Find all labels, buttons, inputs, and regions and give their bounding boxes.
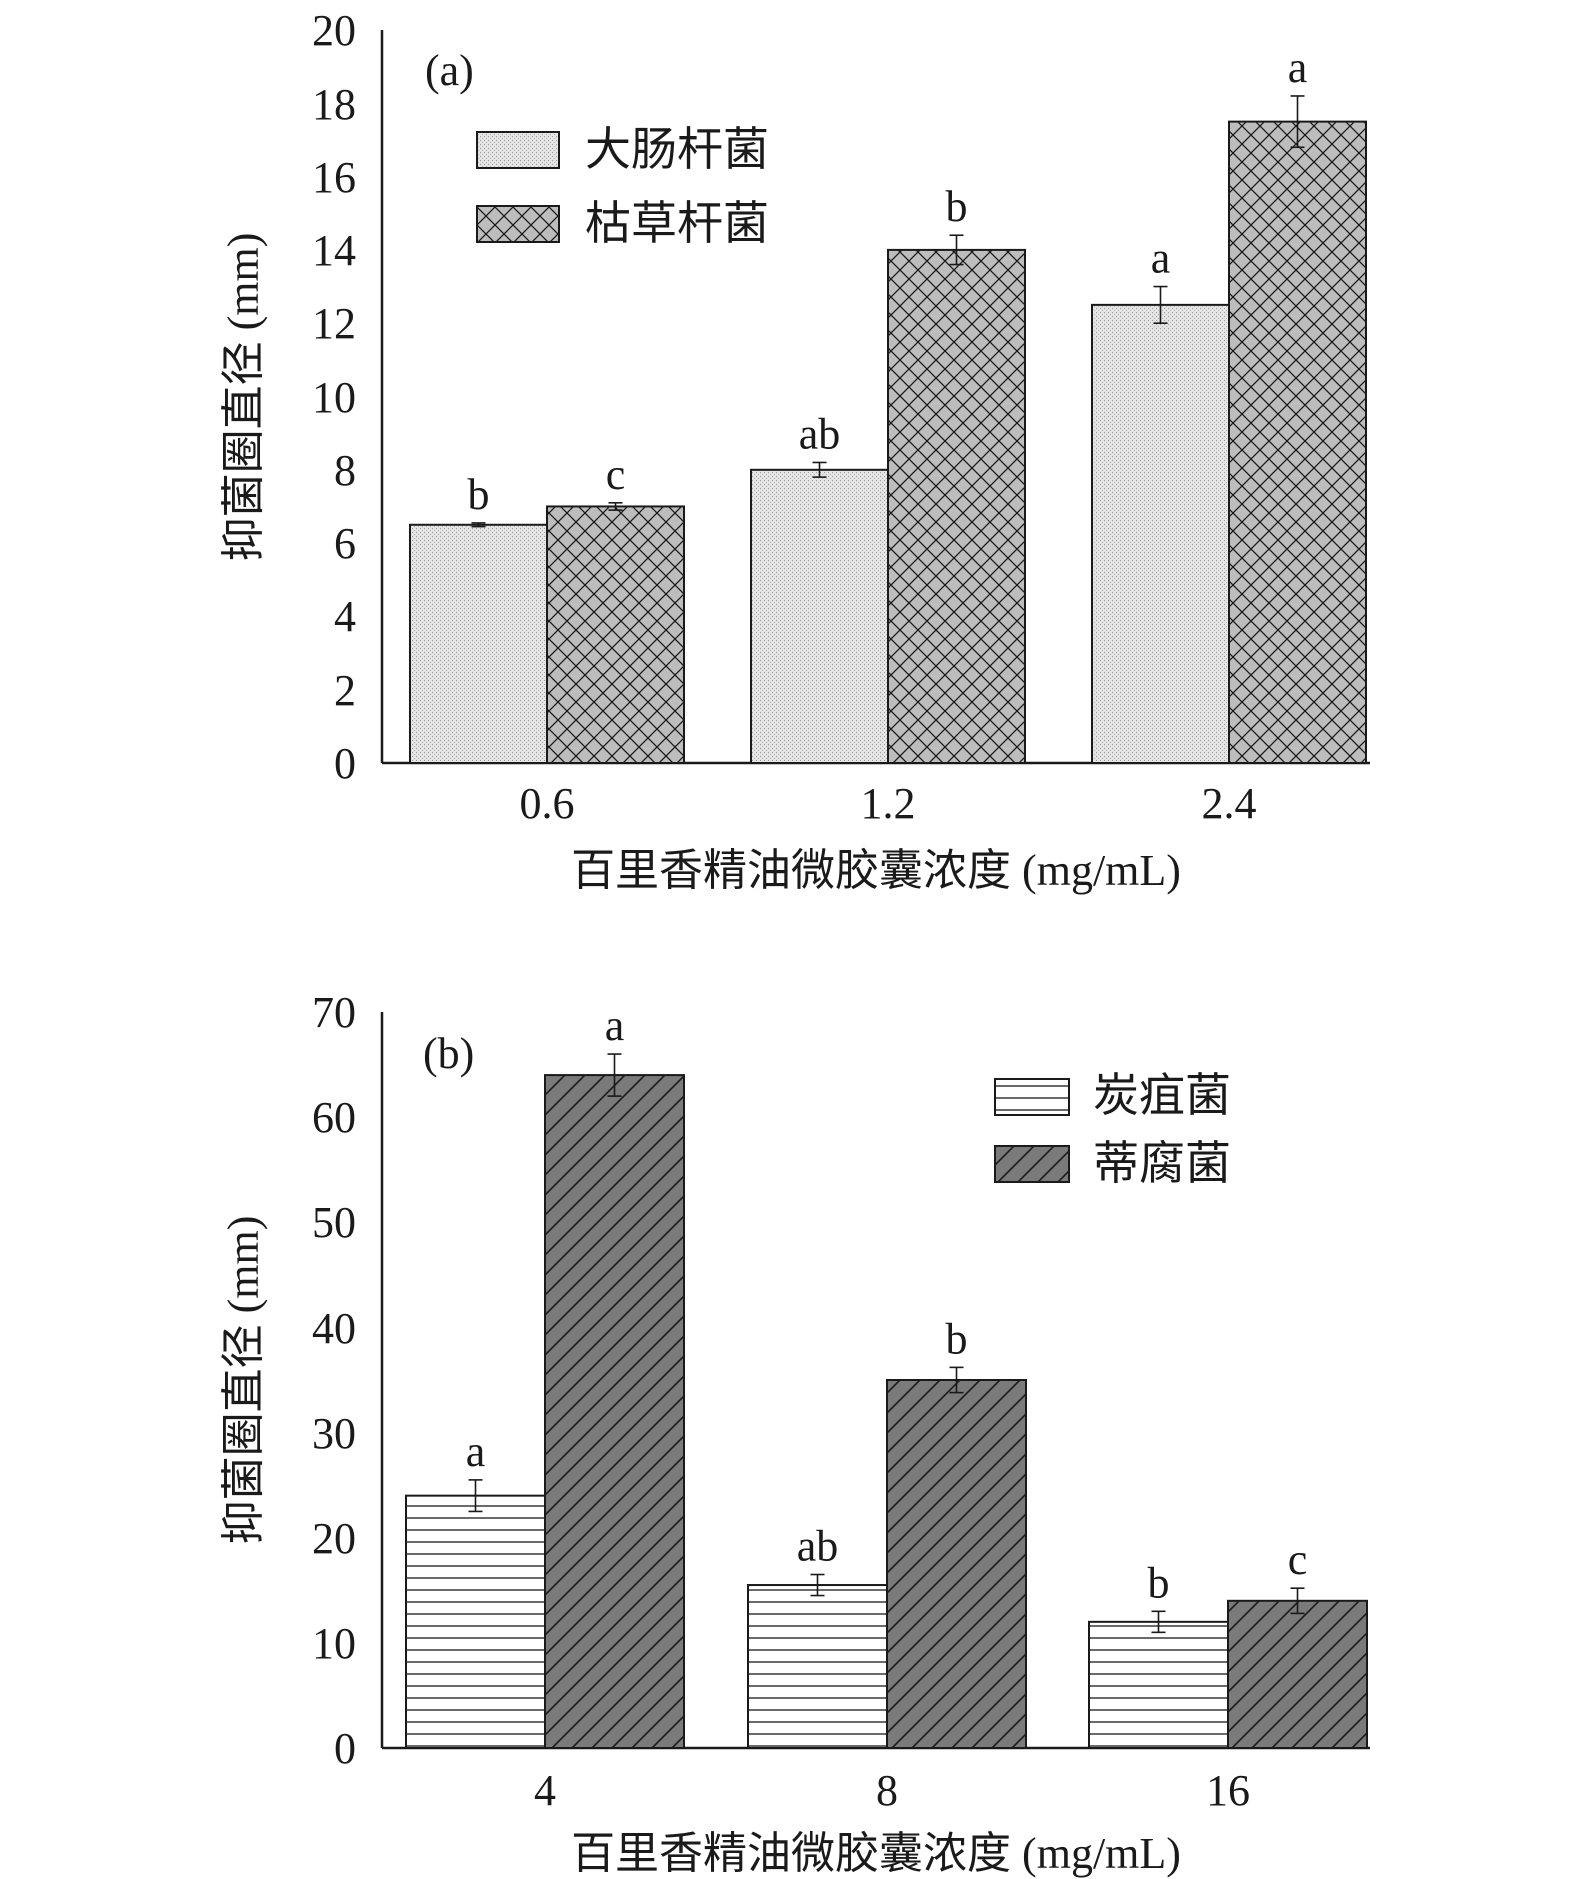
y-tick-label: 40 [312,1304,356,1353]
significance-label: a [1288,43,1308,92]
legend-label-series-2: 蒂腐菌 [1093,1138,1231,1189]
bar [750,468,889,764]
y-tick-label: 18 [312,80,356,129]
significance-label: b [468,470,490,519]
panel-label: (a) [425,46,474,95]
y-tick-label: 30 [312,1409,356,1458]
y-tick-label: 50 [312,1198,356,1247]
y-axis-title: 抑菌圈直径 (mm) [219,233,268,562]
y-tick-label: 0 [334,739,356,788]
legend-swatch-series-1 [994,1078,1070,1116]
bar [1227,1599,1368,1750]
legend-label-series-1: 炭疽菌 [1093,1070,1231,1121]
bar [409,523,548,765]
y-tick-label: 2 [334,666,356,715]
legend-label-series-2: 枯草杆菌 [585,198,769,249]
x-tick-label: 0.6 [520,779,575,828]
significance-label: ab [799,409,841,458]
significance-label: a [1151,234,1171,283]
y-tick-label: 60 [312,1093,356,1142]
x-axis-title: 百里香精油微胶囊浓度 (mg/mL) [571,1829,1181,1878]
y-tick-label: 20 [312,1514,356,1563]
significance-label: a [605,1001,625,1050]
y-tick-label: 10 [312,1619,356,1668]
y-tick-label: 0 [334,1724,356,1773]
chart-panel-b: (b) 抑菌圈直径 (mm) 百里香精油微胶囊浓度 (mg/mL) 0 10 2… [219,988,1370,1878]
y-tick-label: 20 [312,6,356,55]
legend-swatch-series-2 [994,1145,1070,1183]
y-tick-label: 14 [312,226,356,275]
x-tick-label: 2.4 [1202,779,1257,828]
legend-swatch-series-2 [476,205,560,243]
bar [887,248,1026,764]
y-tick-label: 12 [312,299,356,348]
significance-label: c [1288,1535,1308,1584]
bar [1091,303,1230,764]
significance-label: b [946,182,968,231]
significance-label: b [1148,1558,1170,1607]
significance-label: a [466,1427,486,1476]
bar [1088,1620,1229,1750]
y-tick-label: 10 [312,373,356,422]
bar [1228,120,1367,764]
x-axis-title: 百里香精油微胶囊浓度 (mg/mL) [571,846,1181,895]
bar [546,505,685,764]
legend: 炭疽菌 蒂腐菌 [994,1070,1231,1189]
bar [405,1494,546,1749]
y-axis-title: 抑菌圈直径 (mm) [219,1216,268,1545]
significance-label: c [606,450,626,499]
y-tick-label: 6 [334,519,356,568]
legend-label-series-1: 大肠杆菌 [585,124,769,175]
y-tick-labels: 0 10 20 30 40 50 60 70 [312,988,356,1773]
bar-group: b ab a c b a [409,43,1367,765]
legend-swatch-series-1 [476,131,560,169]
x-tick-labels: 0.6 1.2 2.4 [520,779,1257,828]
y-tick-label: 16 [312,153,356,202]
y-tick-label: 8 [334,446,356,495]
bar [544,1074,685,1749]
y-tick-label: 70 [312,988,356,1037]
bar [886,1379,1027,1749]
x-tick-label: 16 [1206,1766,1250,1815]
bar [747,1584,888,1749]
legend: 大肠杆菌 枯草杆菌 [476,124,769,249]
x-tick-label: 1.2 [861,779,916,828]
significance-label: ab [797,1522,839,1571]
chart-panel-a: (a) 抑菌圈直径 (mm) 百里香精油微胶囊浓度 (mg/mL) 0 2 4 … [219,6,1370,895]
significance-label: b [946,1314,968,1363]
y-tick-labels: 0 2 4 6 8 10 12 14 16 18 20 [312,6,356,788]
x-tick-labels: 4 8 16 [534,1766,1250,1815]
x-tick-label: 8 [876,1766,898,1815]
x-tick-label: 4 [534,1766,556,1815]
y-tick-label: 4 [334,592,356,641]
panel-label: (b) [423,1029,474,1078]
